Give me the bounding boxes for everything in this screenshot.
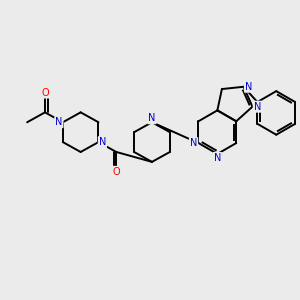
Text: O: O bbox=[112, 167, 120, 177]
Text: N: N bbox=[214, 153, 221, 163]
Text: O: O bbox=[41, 88, 49, 98]
Text: N: N bbox=[190, 138, 197, 148]
Text: N: N bbox=[55, 117, 62, 127]
Text: N: N bbox=[254, 102, 261, 112]
Text: N: N bbox=[148, 113, 156, 123]
Text: N: N bbox=[99, 137, 106, 147]
Text: N: N bbox=[245, 82, 252, 92]
